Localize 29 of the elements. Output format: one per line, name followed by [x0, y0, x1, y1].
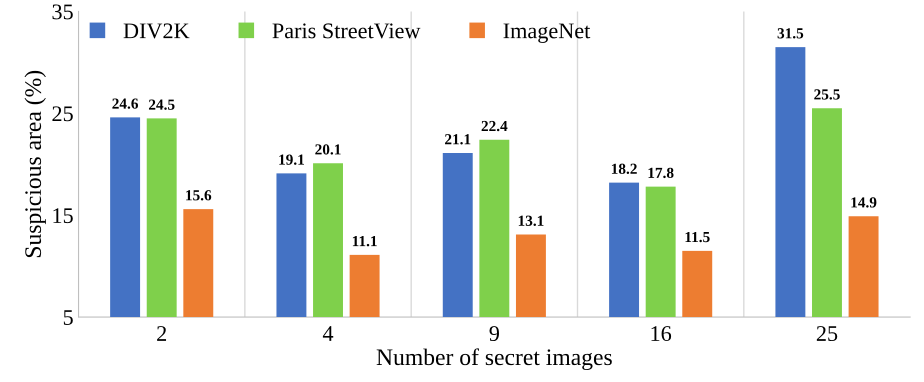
y-tick-label: 5	[64, 310, 73, 325]
data-label: 15.6	[186, 190, 212, 200]
data-label: 18.2	[612, 164, 637, 174]
legend-label: DIV2K	[124, 23, 190, 38]
data-label: 19.1	[279, 154, 304, 165]
data-label: 22.4	[482, 120, 508, 132]
data-label: 11.1	[352, 236, 377, 246]
x-tick-label: 25	[816, 326, 838, 342]
data-label: 24.5	[148, 99, 175, 110]
data-label: 31.5	[778, 28, 804, 39]
x-tick-label: 4	[322, 326, 334, 341]
y-tick-label: 25	[52, 106, 73, 122]
y-axis-title: Suspicious area (%)	[24, 70, 46, 258]
y-tick-label: 35	[52, 4, 73, 20]
data-label: 21.1	[445, 134, 470, 144]
data-label: 11.5	[686, 232, 710, 242]
data-label: 20.1	[315, 144, 341, 155]
data-label: 17.8	[648, 168, 674, 178]
legend-label: ImageNet	[504, 24, 590, 43]
data-label: 13.1	[518, 216, 544, 226]
legend-label: Paris StreetView	[272, 23, 420, 38]
x-axis-title: Number of secret images	[376, 348, 612, 370]
x-tick-label: 2	[157, 326, 166, 341]
data-label: 24.6	[112, 98, 138, 109]
x-tick-label: 9	[490, 326, 499, 342]
y-tick-label: 15	[53, 208, 73, 224]
x-tick-label: 16	[652, 326, 672, 342]
data-label: 25.5	[814, 89, 840, 100]
data-label: 14.9	[851, 197, 876, 208]
